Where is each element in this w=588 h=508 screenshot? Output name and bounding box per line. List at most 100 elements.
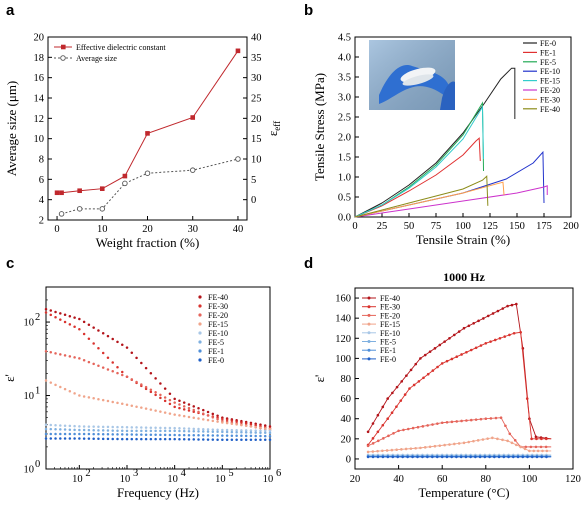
x-tick-exponent: 5 (228, 468, 233, 479)
data-point-fe-40 (428, 350, 432, 353)
data-point-fe-5 (54, 428, 57, 431)
data-point-fe-1 (44, 432, 48, 436)
y2-tick-label: 25 (251, 94, 262, 105)
y-tick-label: 20 (34, 33, 45, 44)
data-point-fe-40 (419, 357, 422, 360)
data-point-fe-30 (460, 353, 463, 356)
data-point-fe-15 (390, 448, 394, 452)
data-point-fe-1 (254, 434, 257, 438)
data-point-fe-1 (216, 434, 219, 437)
data-point-fe-10 (73, 424, 76, 428)
legend-marker-fe-30 (367, 305, 371, 309)
x-axis-label: Tensile Strain (%) (416, 232, 510, 247)
data-point-fe-0 (263, 438, 267, 442)
data-point-fe-30 (519, 330, 522, 334)
data-point-fe-5 (140, 429, 143, 433)
data-point-fe-15 (476, 439, 480, 442)
data-point-fe-15 (221, 421, 224, 424)
data-point-fe-0 (211, 438, 215, 441)
legend-label-fe-0: FE-0 (540, 39, 556, 48)
data-point-fe-0 (426, 455, 429, 459)
data-point-fe-15 (381, 449, 384, 453)
y-tick-exponent: 2 (35, 312, 40, 323)
data-point-fe-5 (211, 430, 215, 433)
y-tick-label: 2.0 (338, 133, 351, 144)
data-point-fe-5 (149, 429, 153, 433)
data-point-fe-5 (116, 429, 119, 432)
data-point-fe-0 (97, 437, 100, 441)
y-tick-label: 120 (335, 334, 351, 345)
data-point-fe-40 (534, 435, 538, 439)
legend-label-fe-10: FE-10 (380, 329, 400, 338)
data-point-fe-0 (526, 455, 529, 459)
data-point-fe-5 (111, 429, 114, 432)
data-point-fe-10 (230, 428, 234, 432)
legend-label-dielectric: Effective dielectric constant (76, 43, 166, 52)
data-point-fe-20 (178, 403, 181, 406)
panel-b: 0 25 50 75 100 125 150 175 200 0.0 0.5 1.0 1.5 2.0 2.5… (312, 33, 579, 248)
legend-marker-fe-1 (198, 349, 202, 353)
data-point-fe-15 (130, 404, 134, 407)
data-point-fe-10 (192, 427, 195, 431)
data-point-fe-10 (49, 423, 53, 427)
data-point-dielectric (54, 190, 60, 196)
data-point-fe-1 (263, 434, 267, 438)
data-point-fe-40 (510, 303, 514, 307)
data-point-fe-15 (491, 436, 494, 440)
data-point-fe-15 (385, 449, 389, 452)
data-point-fe-15 (545, 449, 549, 453)
data-point-fe-5 (197, 430, 200, 433)
legend-label-fe-10: FE-10 (208, 329, 228, 338)
data-point-fe-1 (97, 432, 100, 436)
data-point-fe-15 (244, 424, 248, 427)
data-point-fe-40 (163, 387, 167, 390)
data-point-fe-1 (211, 434, 215, 437)
data-point-fe-15 (404, 447, 408, 451)
legend-label-fe-15: FE-15 (380, 320, 400, 329)
data-point-fe-0 (540, 455, 544, 459)
y-tick-label: 160 (335, 294, 351, 305)
legend-label-fe-20: FE-20 (380, 311, 400, 320)
data-point-fe-40 (433, 347, 437, 350)
legend-label-fe-40: FE-40 (540, 105, 560, 114)
panel-label-d: d (304, 255, 313, 272)
data-point-fe-10 (197, 427, 200, 431)
legend-label-fe-5: FE-5 (208, 338, 224, 347)
data-point-fe-30 (403, 393, 407, 396)
data-point-dielectric (190, 115, 196, 120)
data-point-fe-20 (440, 421, 444, 425)
data-point-fe-1 (135, 433, 138, 436)
data-point-fe-20 (135, 380, 138, 384)
data-point-fe-0 (182, 438, 186, 441)
data-point-fe-20 (411, 426, 415, 430)
chart-title: 1000 Hz (443, 270, 485, 284)
data-point-fe-15 (178, 414, 181, 417)
data-point-fe-20 (168, 398, 172, 402)
data-point-fe-0 (202, 438, 205, 441)
data-point-fe-20 (460, 419, 463, 423)
x-tick-label: 75 (431, 221, 442, 232)
data-point-fe-40 (268, 425, 272, 428)
data-point-fe-0 (535, 455, 539, 459)
y-tick-label: 6 (39, 175, 44, 186)
y-tick-label: 14 (34, 94, 45, 105)
data-point-fe-15 (376, 449, 379, 453)
data-point-fe-20 (144, 385, 148, 389)
data-point-fe-30 (489, 340, 492, 343)
data-point-fe-30 (106, 356, 110, 360)
data-point-fe-1 (111, 433, 114, 436)
data-point-fe-15 (536, 449, 540, 453)
data-point-fe-1 (235, 434, 238, 438)
data-point-fe-20 (513, 439, 517, 442)
y-tick-exponent: 0 (35, 459, 40, 470)
data-point-fe-5 (130, 429, 134, 433)
data-point-fe-30 (417, 380, 421, 383)
data-point-fe-30 (187, 409, 191, 412)
data-point-fe-1 (121, 433, 124, 436)
data-point-fe-10 (63, 424, 67, 427)
data-point-fe-0 (82, 437, 86, 440)
data-point-fe-30 (101, 351, 105, 355)
data-point-fe-10 (159, 426, 162, 430)
data-point-fe-30 (178, 406, 181, 410)
data-point-fe-10 (221, 428, 224, 432)
